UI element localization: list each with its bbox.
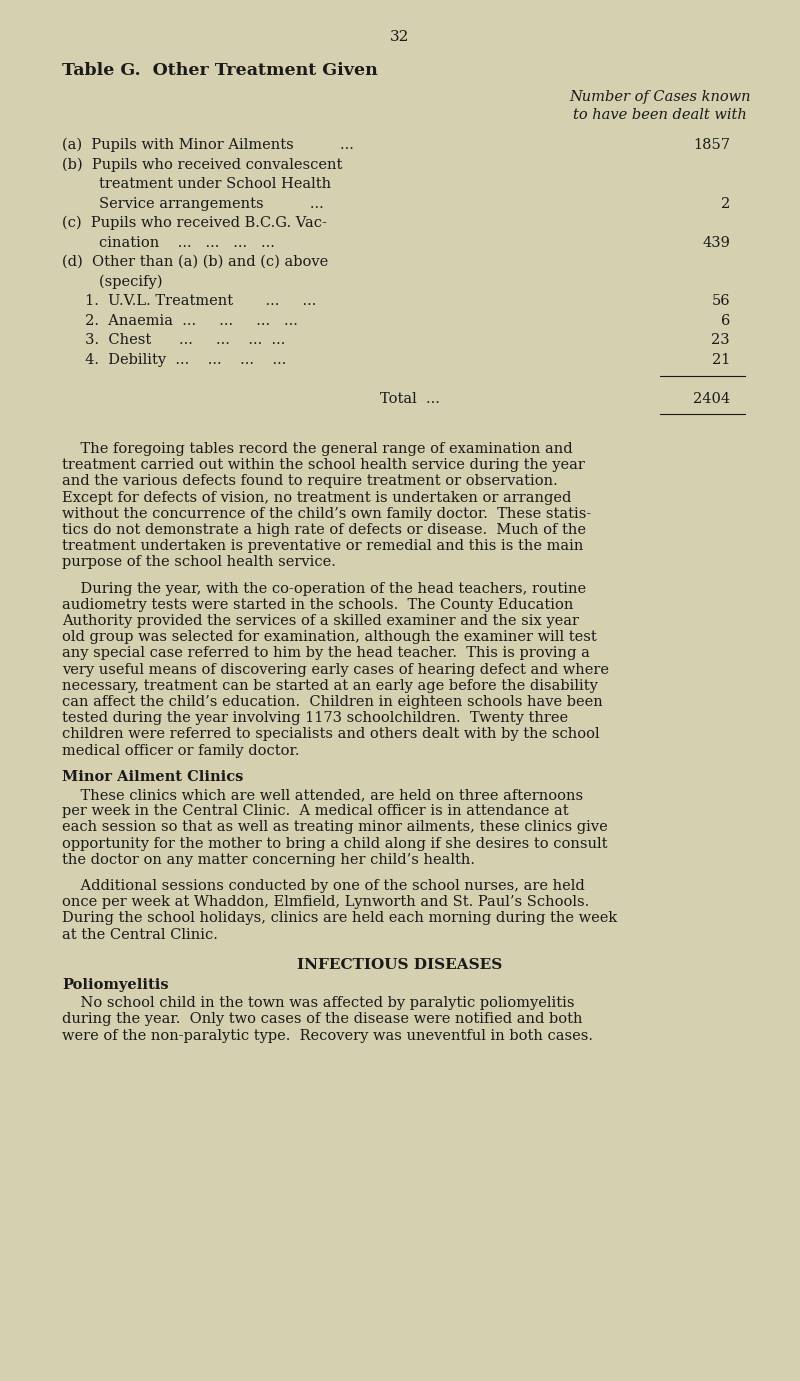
Text: old group was selected for examination, although the examiner will test: old group was selected for examination, … [62, 630, 597, 644]
Text: to have been dealt with: to have been dealt with [573, 108, 747, 122]
Text: Number of Cases known: Number of Cases known [570, 90, 750, 104]
Text: very useful means of discovering early cases of hearing defect and where: very useful means of discovering early c… [62, 663, 609, 677]
Text: treatment carried out within the school health service during the year: treatment carried out within the school … [62, 458, 585, 472]
Text: necessary, treatment can be started at an early age before the disability: necessary, treatment can be started at a… [62, 679, 598, 693]
Text: 2: 2 [721, 196, 730, 210]
Text: 2.  Anaemia  ...     ...     ...   ...: 2. Anaemia ... ... ... ... [62, 313, 298, 327]
Text: During the school holidays, clinics are held each morning during the week: During the school holidays, clinics are … [62, 911, 618, 925]
Text: The foregoing tables record the general range of examination and: The foregoing tables record the general … [62, 442, 573, 456]
Text: treatment undertaken is preventative or remedial and this is the main: treatment undertaken is preventative or … [62, 539, 583, 554]
Text: opportunity for the mother to bring a child along if she desires to consult: opportunity for the mother to bring a ch… [62, 837, 607, 851]
Text: the doctor on any matter concerning her child’s health.: the doctor on any matter concerning her … [62, 853, 475, 867]
Text: audiometry tests were started in the schools.  The County Education: audiometry tests were started in the sch… [62, 598, 574, 612]
Text: per week in the Central Clinic.  A medical officer is in attendance at: per week in the Central Clinic. A medica… [62, 804, 569, 818]
Text: During the year, with the co-operation of the head teachers, routine: During the year, with the co-operation o… [62, 581, 586, 595]
Text: during the year.  Only two cases of the disease were notified and both: during the year. Only two cases of the d… [62, 1012, 582, 1026]
Text: Additional sessions conducted by one of the school nurses, are held: Additional sessions conducted by one of … [62, 878, 585, 894]
Text: each session so that as well as treating minor ailments, these clinics give: each session so that as well as treating… [62, 820, 608, 834]
Text: purpose of the school health service.: purpose of the school health service. [62, 555, 336, 569]
Text: (specify): (specify) [62, 275, 162, 289]
Text: 1.  U.V.L. Treatment       ...     ...: 1. U.V.L. Treatment ... ... [62, 294, 316, 308]
Text: Poliomyelitis: Poliomyelitis [62, 978, 169, 992]
Text: 2404: 2404 [693, 392, 730, 406]
Text: These clinics which are well attended, are held on three afternoons: These clinics which are well attended, a… [62, 789, 583, 802]
Text: Minor Ailment Clinics: Minor Ailment Clinics [62, 769, 243, 784]
Text: (c)  Pupils who received B.C.G. Vac-: (c) Pupils who received B.C.G. Vac- [62, 215, 327, 231]
Text: and the various defects found to require treatment or observation.: and the various defects found to require… [62, 475, 558, 489]
Text: 4.  Debility  ...    ...    ...    ...: 4. Debility ... ... ... ... [62, 352, 286, 366]
Text: once per week at Whaddon, Elmfield, Lynworth and St. Paul’s Schools.: once per week at Whaddon, Elmfield, Lynw… [62, 895, 590, 909]
Text: (a)  Pupils with Minor Ailments          ...: (a) Pupils with Minor Ailments ... [62, 138, 354, 152]
Text: tested during the year involving 1173 schoolchildren.  Twenty three: tested during the year involving 1173 sc… [62, 711, 568, 725]
Text: cination    ...   ...   ...   ...: cination ... ... ... ... [62, 236, 275, 250]
Text: (d)  Other than (a) (b) and (c) above: (d) Other than (a) (b) and (c) above [62, 255, 328, 269]
Text: without the concurrence of the child’s own family doctor.  These statis-: without the concurrence of the child’s o… [62, 507, 591, 521]
Text: 56: 56 [711, 294, 730, 308]
Text: can affect the child’s education.  Children in eighteen schools have been: can affect the child’s education. Childr… [62, 695, 602, 708]
Text: Total  ...: Total ... [380, 392, 440, 406]
Text: Except for defects of vision, no treatment is undertaken or arranged: Except for defects of vision, no treatme… [62, 490, 571, 504]
Text: medical officer or family doctor.: medical officer or family doctor. [62, 743, 299, 758]
Text: Authority provided the services of a skilled examiner and the six year: Authority provided the services of a ski… [62, 615, 579, 628]
Text: at the Central Clinic.: at the Central Clinic. [62, 928, 218, 942]
Text: tics do not demonstrate a high rate of defects or disease.  Much of the: tics do not demonstrate a high rate of d… [62, 523, 586, 537]
Text: 23: 23 [711, 333, 730, 347]
Text: any special case referred to him by the head teacher.  This is proving a: any special case referred to him by the … [62, 646, 590, 660]
Text: Service arrangements          ...: Service arrangements ... [62, 196, 324, 210]
Text: 3.  Chest      ...     ...    ...  ...: 3. Chest ... ... ... ... [62, 333, 286, 347]
Text: (b)  Pupils who received convalescent: (b) Pupils who received convalescent [62, 157, 342, 171]
Text: 6: 6 [721, 313, 730, 327]
Text: 439: 439 [702, 236, 730, 250]
Text: were of the non-paralytic type.  Recovery was uneventful in both cases.: were of the non-paralytic type. Recovery… [62, 1029, 593, 1043]
Text: treatment under School Health: treatment under School Health [62, 177, 331, 191]
Text: INFECTIOUS DISEASES: INFECTIOUS DISEASES [298, 958, 502, 972]
Text: children were referred to specialists and others dealt with by the school: children were referred to specialists an… [62, 728, 600, 742]
Text: No school child in the town was affected by paralytic poliomyelitis: No school child in the town was affected… [62, 996, 574, 1010]
Text: 1857: 1857 [693, 138, 730, 152]
Text: Table G.  Other Treatment Given: Table G. Other Treatment Given [62, 62, 378, 79]
Text: 32: 32 [390, 30, 410, 44]
Text: 21: 21 [712, 352, 730, 366]
